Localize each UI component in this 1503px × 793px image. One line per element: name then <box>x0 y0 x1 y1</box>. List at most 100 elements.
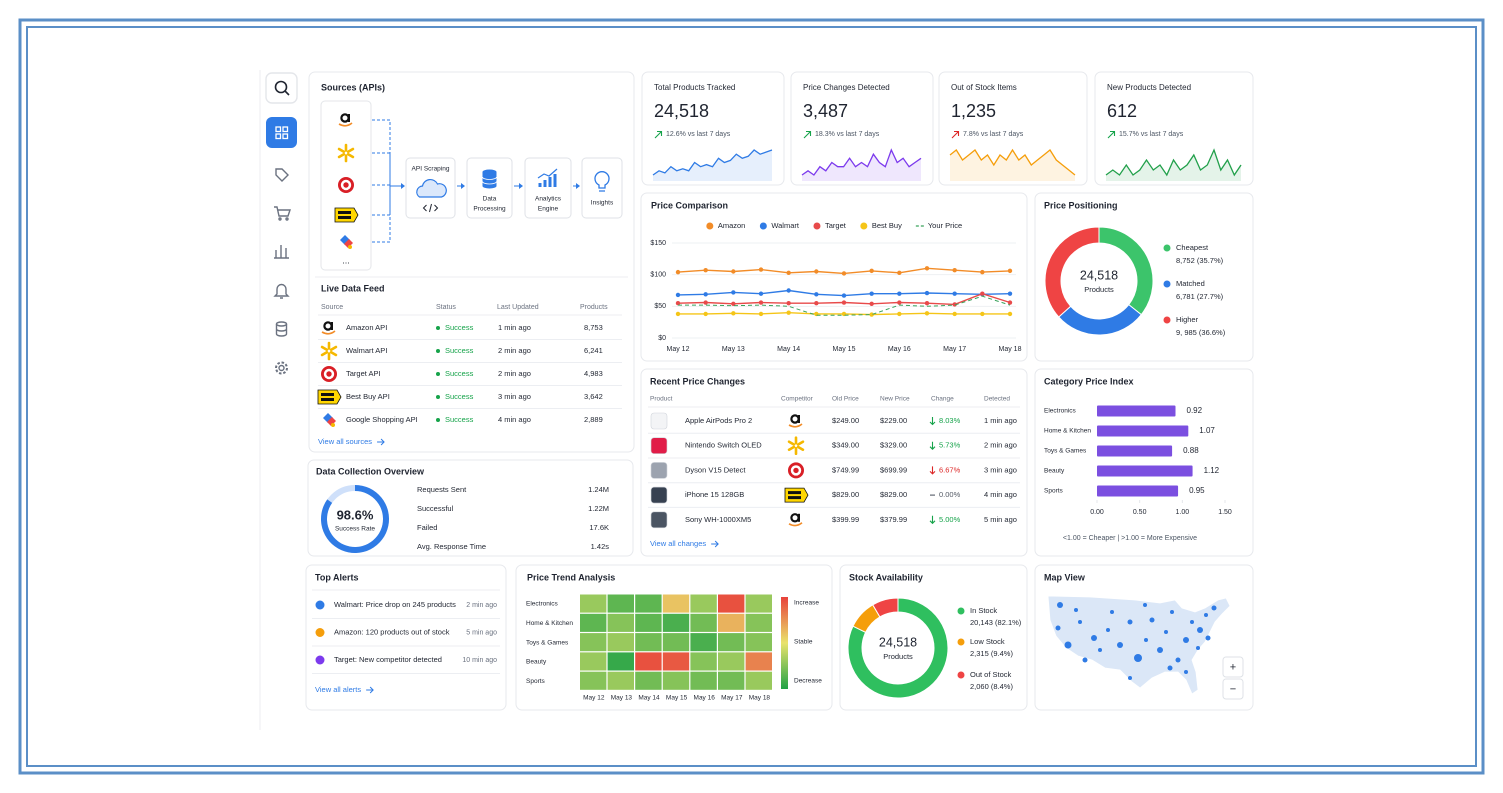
map-dot <box>1196 646 1200 650</box>
line-marker <box>703 300 708 305</box>
dashboard-icon[interactable] <box>275 126 289 140</box>
heat-cell <box>635 613 662 632</box>
detected: 4 min ago <box>984 490 1017 499</box>
legend-swatch <box>957 607 965 615</box>
x-tick-label: 1.00 <box>1176 509 1190 516</box>
chart-icon <box>537 168 558 179</box>
link-arrow[interactable] <box>711 540 719 548</box>
settings-icon[interactable] <box>275 361 288 375</box>
sparkline-area <box>802 150 921 181</box>
old-price: $249.00 <box>832 416 859 425</box>
logo-shape <box>788 491 801 495</box>
line-marker <box>980 291 985 296</box>
logo-shape <box>334 207 359 223</box>
card <box>790 71 934 186</box>
cart-icon[interactable] <box>274 206 291 217</box>
logo-shape <box>343 182 349 188</box>
cart-icon[interactable] <box>285 217 289 221</box>
value-label: 0.95 <box>1189 486 1205 495</box>
zoom-label[interactable]: + <box>1230 661 1236 673</box>
line-marker <box>952 311 957 317</box>
link[interactable]: View all alerts <box>315 685 361 694</box>
product-count: 6,241 <box>584 346 603 355</box>
analytics-icon[interactable] <box>274 245 289 259</box>
target-logo <box>321 366 337 382</box>
link-arrow[interactable] <box>366 686 374 694</box>
line-marker <box>786 310 791 315</box>
last-updated: 1 min ago <box>498 323 531 332</box>
map-dot <box>1117 642 1123 648</box>
alert-time: 5 min ago <box>466 629 497 636</box>
status: Success <box>445 392 474 401</box>
bestbuy-logo <box>334 207 359 223</box>
search-button[interactable] <box>265 72 298 104</box>
cart-icon[interactable] <box>278 217 282 221</box>
tag-icon[interactable] <box>275 168 289 182</box>
status: Success <box>445 369 474 378</box>
card-title: Category Price Index <box>1044 376 1134 386</box>
line-marker <box>1007 300 1013 305</box>
old-price: $829.00 <box>832 490 859 499</box>
heat-cell <box>662 613 690 632</box>
line-marker <box>1007 291 1013 296</box>
column-header: Change <box>931 396 954 403</box>
line-marker <box>786 270 791 275</box>
logo-shape <box>788 423 803 428</box>
last-updated: 2 min ago <box>498 369 531 378</box>
database-icon[interactable] <box>275 321 288 327</box>
line-marker <box>1007 311 1013 317</box>
alert-dot <box>315 600 325 610</box>
kpi-value: 24,518 <box>654 101 709 121</box>
connector <box>372 185 402 243</box>
logo-shape <box>787 440 796 446</box>
chart-icon <box>553 174 557 187</box>
heat-cell <box>690 633 717 652</box>
product-image <box>650 437 668 455</box>
search-icon[interactable] <box>284 90 290 96</box>
line-marker <box>675 300 681 306</box>
zoom-label[interactable]: − <box>1230 683 1236 695</box>
center-label: Products <box>1084 285 1114 294</box>
detected: 5 min ago <box>984 515 1017 524</box>
legend-label: Higher <box>1176 315 1199 324</box>
database-icon[interactable] <box>275 324 288 337</box>
alerts-icon[interactable] <box>273 283 290 299</box>
value-label: 1.12 <box>1204 466 1220 475</box>
x-tick-label: 1.50 <box>1218 509 1232 516</box>
card-title: Price Positioning <box>1044 200 1118 210</box>
logo-shape <box>337 152 346 159</box>
link-arrow[interactable] <box>377 438 385 446</box>
y-tick-label: $0 <box>658 335 666 342</box>
line-marker <box>924 266 930 271</box>
logo-shape <box>788 496 801 500</box>
card <box>640 368 1028 557</box>
column-header: Products <box>580 304 608 311</box>
map-dot <box>1091 635 1097 641</box>
dashboard-button[interactable] <box>266 117 297 148</box>
heat-cell <box>718 633 745 652</box>
search-icon[interactable] <box>274 80 288 94</box>
line-marker <box>841 300 847 305</box>
kpi-value: 1,235 <box>951 101 996 121</box>
logo-shape <box>320 345 329 352</box>
walmart-logo <box>320 341 338 361</box>
link[interactable]: View all changes <box>650 539 706 548</box>
card-title: Data Collection Overview <box>316 466 425 476</box>
product-name: Sony WH-1000XM5 <box>685 515 751 524</box>
line-marker <box>869 312 874 317</box>
zoom-button[interactable] <box>1222 656 1244 678</box>
category-label: Sports <box>1044 488 1064 495</box>
trend-arrow <box>654 130 663 139</box>
value-label: 0.88 <box>1183 446 1199 455</box>
map-dot <box>1157 647 1163 653</box>
link[interactable]: View all sources <box>318 437 372 446</box>
legend-swatch <box>759 222 767 230</box>
settings-icon[interactable] <box>278 364 285 372</box>
column-header: New Price <box>880 396 910 403</box>
line-marker <box>758 300 764 305</box>
card-title: Live Data Feed <box>321 283 385 293</box>
google-logo <box>323 413 336 427</box>
center-value: 24,518 <box>1080 268 1118 282</box>
status-dot <box>436 326 440 330</box>
zoom-button[interactable] <box>1222 678 1244 700</box>
